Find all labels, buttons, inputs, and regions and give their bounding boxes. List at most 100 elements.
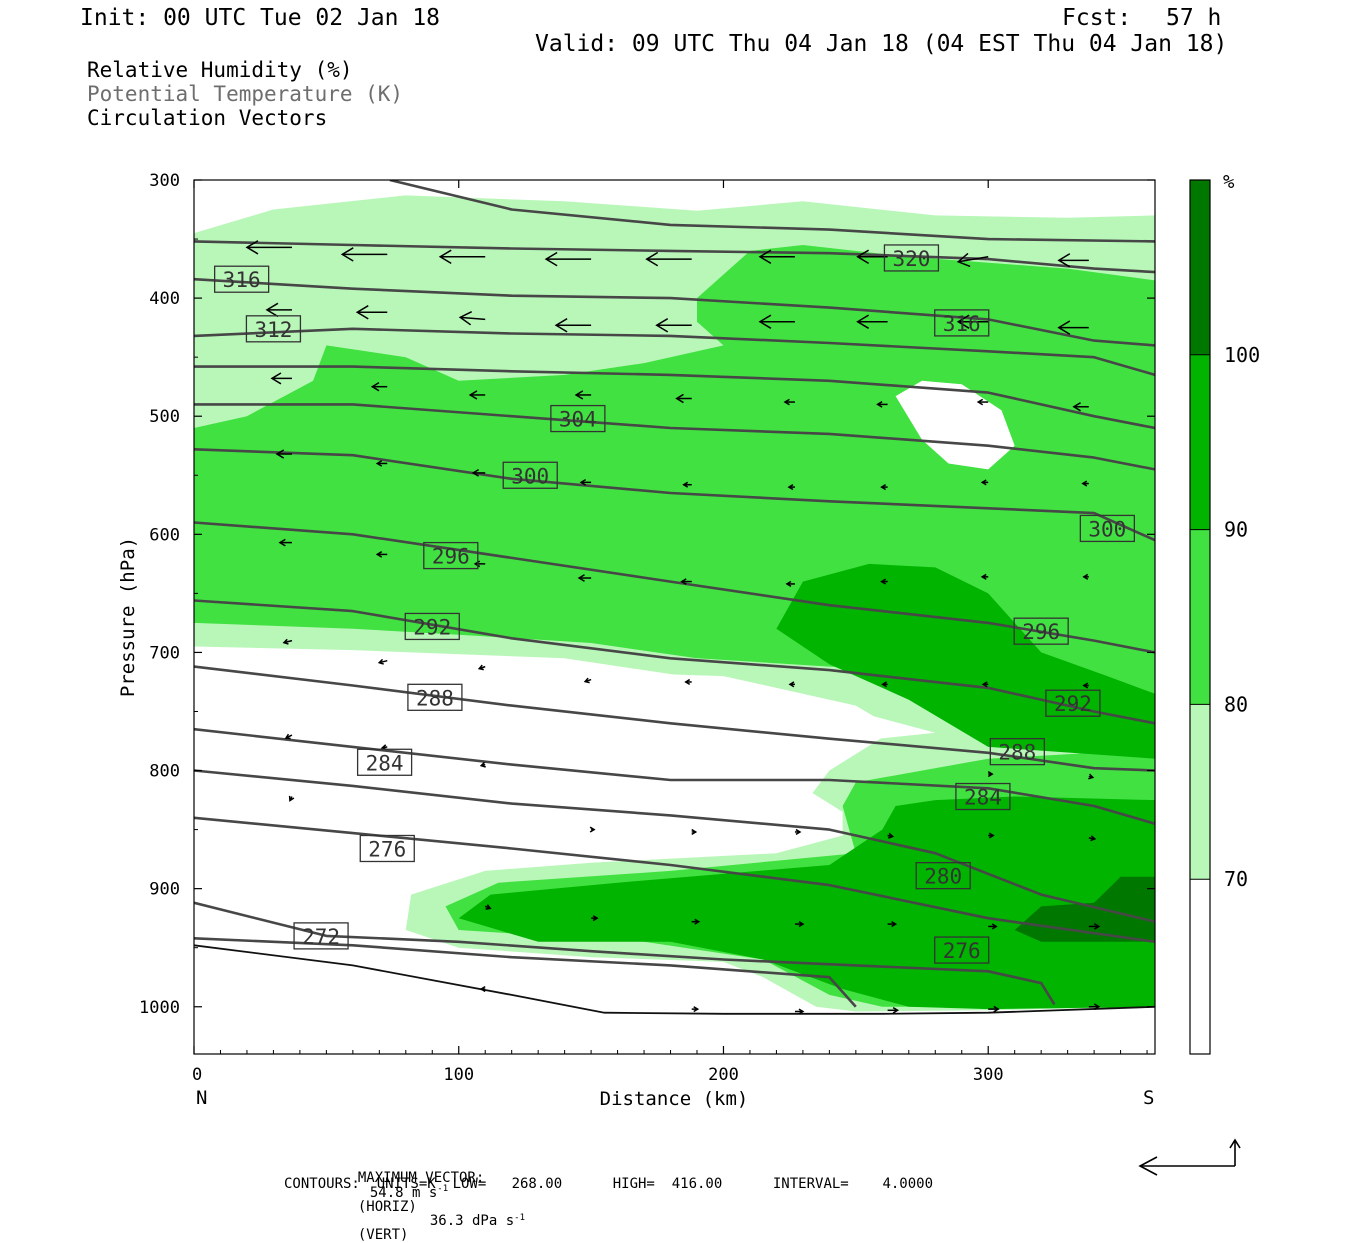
wind-vector (544, 251, 592, 267)
wind-vector (758, 249, 795, 265)
wind-vector (574, 390, 592, 400)
theta-label-text: 320 (892, 247, 930, 271)
wind-vector (976, 398, 989, 406)
theta-contour (194, 327, 1155, 377)
wind-vector (554, 318, 592, 333)
wind-vector (579, 479, 592, 486)
wind-vector (980, 479, 989, 486)
field-circulation-vectors: Circulation Vectors (87, 106, 328, 130)
wind-vector (355, 305, 388, 320)
wind-vector (477, 664, 486, 671)
wind-vector (988, 832, 995, 839)
x-tick-label: 200 (708, 1065, 739, 1085)
theta-label: 312 (245, 315, 302, 343)
wind-vector (1082, 573, 1089, 580)
wind-vector (876, 401, 888, 408)
wind-vector (275, 449, 292, 459)
colorbar-segment (1190, 180, 1210, 355)
wind-vector (680, 578, 692, 585)
wind-vector (583, 677, 592, 684)
x-tick-label: 100 (443, 1065, 474, 1085)
wind-vector (981, 681, 989, 688)
theta-label-text: 272 (302, 925, 340, 949)
field-relative-humidity: Relative Humidity (%) (87, 58, 353, 82)
theta-label: 316 (214, 265, 270, 293)
wind-vector (987, 771, 994, 778)
wind-vector (1072, 402, 1089, 412)
theta-label: 276 (359, 834, 415, 863)
x-end-label-north: N (196, 1087, 207, 1109)
colorbar-segment (1190, 529, 1210, 705)
wind-vector (655, 318, 692, 333)
init-time: Init: 00 UTC Tue 02 Jan 18 (80, 5, 441, 31)
vertical-unit-exponent: -1 (514, 1212, 525, 1223)
wind-vector (887, 832, 895, 839)
colorbar: 100 90 80 70 (1189, 179, 1260, 1055)
wind-vector (788, 681, 795, 688)
theta-label: 296 (423, 541, 479, 570)
wind-vector (956, 314, 989, 329)
wind-vector (589, 826, 596, 833)
wind-vector (787, 484, 795, 491)
wind-vector (682, 481, 692, 488)
colorbar-unit: % (1223, 171, 1235, 193)
theta-contour (194, 937, 857, 1008)
wind-vector (484, 904, 492, 910)
wind-vector (1088, 1003, 1101, 1011)
wind-vector (288, 795, 295, 802)
theta-label-text: 288 (998, 741, 1036, 765)
wind-vector (691, 828, 698, 835)
theta-label-text: 304 (559, 408, 597, 432)
theta-label: 288 (407, 683, 463, 711)
wind-vector (577, 574, 592, 582)
wind-vector (881, 681, 888, 688)
theta-label-layer: 316 312 304 300 296 292 288 284 276 272 320 316 300 2… (214, 244, 1135, 964)
theta-contour (194, 769, 1155, 923)
theta-label-text: 316 (223, 268, 261, 292)
ground-line (194, 944, 1155, 1015)
wind-vector (785, 580, 795, 587)
theta-label-text: 316 (943, 312, 981, 336)
wind-vector (479, 761, 486, 768)
theta-label: 292 (404, 612, 460, 641)
humidity-gap (895, 380, 1015, 470)
theta-contour (194, 365, 1155, 430)
wind-vector (794, 1008, 805, 1015)
theta-contour (194, 901, 1056, 1006)
theta-contour (194, 240, 1155, 274)
theta-label: 276 (934, 936, 990, 964)
forecast-label: Fcst: (1062, 5, 1132, 31)
wind-vector (377, 658, 388, 665)
vector-layer (194, 240, 1101, 1015)
theta-label: 316 (934, 309, 990, 337)
wind-vector (980, 573, 989, 580)
theta-label-text: 312 (254, 318, 292, 342)
humidity-fill-layer (194, 195, 1155, 1012)
theta-contour (194, 448, 1155, 542)
wind-vector (988, 923, 998, 930)
wind-vector (794, 828, 802, 835)
forecast-hour: 57 h (1166, 5, 1222, 31)
axes-layer: 300 400 500 600 700 800 900 1000 0 100 200 300 (139, 171, 1155, 1085)
theta-label: 280 (915, 862, 971, 890)
theta-contour (389, 180, 1155, 243)
wind-vector (1057, 253, 1089, 268)
colorbar-segment (1190, 879, 1210, 1054)
x-tick-label: 300 (973, 1065, 1004, 1085)
wind-vector (1088, 835, 1097, 842)
wind-vector (758, 314, 795, 329)
wind-vector (880, 578, 888, 585)
wind-vector (282, 638, 293, 645)
horizontal-unit-exponent: -1 (437, 1184, 449, 1194)
wind-vector (880, 484, 888, 491)
colorbar-frame (1189, 179, 1211, 1055)
wind-vector (887, 1006, 900, 1014)
colorbar-segment (1190, 704, 1210, 880)
wind-vector (783, 398, 795, 406)
wind-vector (645, 251, 692, 267)
theta-label: 284 (356, 748, 413, 776)
colorbar-tick-label: 100 (1224, 343, 1260, 367)
wind-vector (194, 241, 195, 243)
theta-contour-layer (194, 180, 1155, 1015)
cross-section-chart: 316 312 304 300 296 292 288 284 276 272 320 316 300 2… (117, 171, 1260, 1176)
